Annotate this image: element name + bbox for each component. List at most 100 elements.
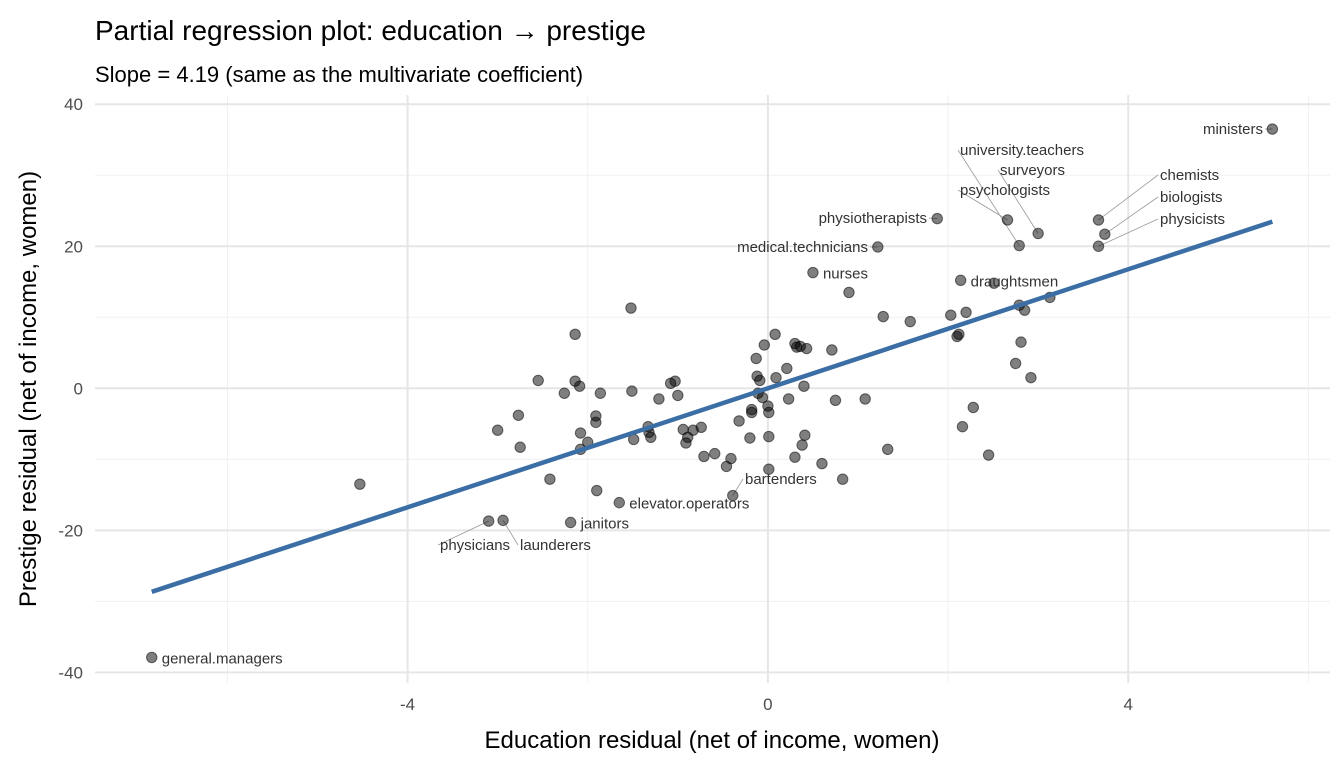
data-point [904, 315, 916, 328]
data-point [1013, 239, 1025, 252]
y-axis-label: Prestige residual (net of income, women) [15, 171, 42, 607]
data-points [146, 123, 1279, 664]
point-label: general.managers [162, 650, 283, 667]
data-point [799, 429, 811, 441]
data-point [872, 241, 884, 253]
data-point [836, 473, 849, 485]
data-point [953, 328, 965, 341]
point-label: physicists [1160, 211, 1225, 228]
data-point [695, 421, 707, 434]
regression-line-group [151, 219, 1274, 594]
data-point [613, 496, 625, 509]
data-point [544, 473, 556, 485]
data-point [859, 393, 871, 405]
point-label: physicians [440, 537, 510, 554]
chart-title: Partial regression plot: education → pre… [95, 15, 646, 46]
data-point [625, 302, 637, 314]
point-label: psychologists [960, 182, 1050, 199]
y-tick-label: 20 [64, 237, 83, 256]
data-point [491, 424, 504, 436]
label-leader-line [1098, 218, 1159, 247]
data-point [558, 387, 571, 399]
data-point [843, 286, 855, 299]
data-point [1015, 336, 1027, 348]
data-point [709, 447, 721, 460]
point-label: draughtsmen [971, 273, 1059, 290]
data-point [1001, 214, 1014, 226]
data-point [574, 427, 587, 439]
data-point [945, 309, 957, 321]
data-point [591, 484, 603, 497]
data-point [781, 362, 793, 375]
y-tick-label: 0 [74, 379, 83, 398]
point-label: bartenders [745, 471, 817, 488]
data-point [954, 274, 967, 287]
data-point [1032, 227, 1044, 240]
data-point [1099, 228, 1111, 240]
data-point [763, 406, 775, 419]
data-point [532, 374, 544, 387]
y-tick-label: -40 [58, 663, 83, 682]
point-label: chemists [1160, 167, 1219, 184]
data-point [733, 415, 745, 427]
data-point [982, 449, 995, 461]
point-label: physiotherapists [819, 210, 927, 227]
data-point [590, 416, 602, 429]
data-point [807, 266, 819, 279]
data-point [754, 374, 766, 387]
data-point [594, 387, 607, 399]
data-point [698, 450, 710, 463]
point-label: nurses [823, 266, 868, 283]
x-tick-label: 0 [763, 695, 772, 714]
point-label: university.teachers [960, 142, 1084, 159]
data-point [1266, 123, 1279, 135]
label-leader-lines [437, 128, 1273, 546]
data-point [763, 430, 775, 443]
label-leader-line [1104, 196, 1159, 235]
point-label: elevator.operators [629, 496, 749, 513]
label-leader-line [997, 169, 1039, 234]
data-point [877, 310, 889, 323]
label-leader-line [1098, 174, 1159, 221]
data-point [645, 431, 657, 443]
data-point [816, 457, 828, 470]
data-point [514, 441, 526, 453]
data-point [796, 439, 808, 451]
data-point [745, 406, 758, 419]
data-point [829, 394, 842, 407]
point-label: ministers [1203, 121, 1263, 138]
data-point [882, 443, 894, 456]
data-point [769, 328, 781, 341]
data-point [763, 463, 775, 475]
x-axis-label: Education residual (net of income, women… [485, 727, 940, 754]
data-point [744, 432, 756, 444]
data-point [1092, 214, 1105, 226]
data-point [1025, 371, 1037, 384]
y-tick-label: -20 [58, 521, 83, 540]
data-point [569, 328, 581, 341]
regression-line [151, 219, 1274, 594]
data-point [758, 339, 770, 351]
x-tick-label: -4 [400, 695, 415, 714]
data-point [798, 380, 810, 392]
data-point [482, 515, 495, 527]
point-label: medical.technicians [737, 239, 868, 256]
data-point [800, 342, 813, 355]
data-point [564, 516, 577, 529]
data-point [727, 489, 739, 502]
data-point [626, 385, 638, 397]
x-tick-label: 4 [1123, 695, 1132, 714]
data-point [512, 409, 525, 421]
data-point [653, 393, 665, 405]
data-point [782, 393, 795, 405]
data-point [956, 420, 969, 433]
point-labels: general.managers physicians launderers jani… [162, 121, 1263, 667]
data-point [669, 375, 681, 387]
data-point [750, 352, 762, 365]
data-point [354, 478, 366, 490]
point-label: launderers [520, 537, 591, 554]
label-leader-line [437, 520, 489, 546]
gridlines [95, 95, 1330, 683]
